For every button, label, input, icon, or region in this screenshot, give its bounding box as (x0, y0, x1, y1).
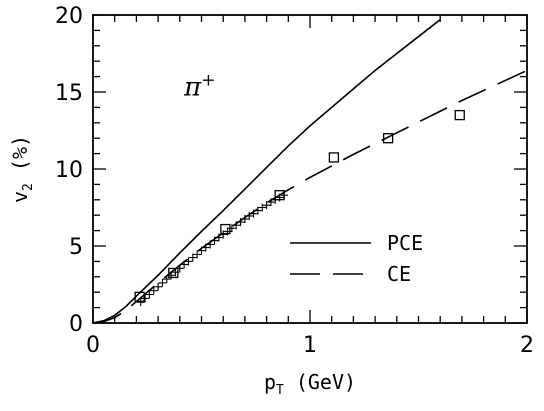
series-line-pce (93, 18, 441, 323)
y-tick-label: 20 (55, 4, 83, 29)
data-point-plus (227, 224, 236, 233)
y-axis-label: v2 (%) (8, 135, 36, 203)
x-tick-label: 1 (303, 333, 317, 358)
plot-frame (92, 14, 528, 324)
x-tick-label: 2 (520, 333, 534, 358)
data-point-plus (249, 209, 258, 218)
data-point-plus (184, 257, 193, 266)
data-point-plus (232, 221, 241, 230)
data-point-plus (210, 236, 219, 245)
data-point-square (168, 267, 179, 279)
data-point-plus (223, 227, 232, 236)
y-tick-label: 15 (55, 81, 83, 106)
data-point-plus (253, 206, 262, 215)
data-point-plus (266, 198, 275, 207)
y-tick-label: 10 (55, 158, 83, 183)
x-tick-label: 0 (86, 333, 100, 358)
legend: PCE CE (290, 231, 423, 286)
x-axis-label: pT (GeV) (264, 370, 356, 398)
series-group (93, 18, 527, 323)
legend-label-pce: PCE (387, 231, 423, 255)
data-point-plus (262, 201, 271, 210)
data-point-square (220, 223, 231, 235)
series-line-ce (93, 69, 527, 323)
data-point-square (328, 152, 340, 163)
data-point-plus (193, 250, 202, 259)
markers-group (134, 109, 465, 307)
data-point-plus (197, 246, 206, 255)
data-point-plus (271, 195, 280, 204)
labels-group: pT (GeV) v2 (%) π+ (8, 70, 356, 398)
data-point-square (134, 291, 145, 302)
data-point-plus (258, 203, 267, 212)
data-point-plus (201, 243, 210, 252)
data-point-plus (167, 271, 176, 280)
data-point-plus (154, 282, 163, 291)
data-point-plus (158, 278, 167, 287)
legend-label-ce: CE (387, 262, 411, 286)
data-point-plus (279, 191, 288, 200)
data-point-plus (145, 290, 154, 299)
data-point-plus (180, 260, 189, 269)
particle-annotation: π+ (183, 70, 215, 102)
data-point-plus (141, 294, 150, 303)
data-point-plus (214, 233, 223, 242)
data-point-square (382, 133, 394, 144)
data-point-plus (219, 230, 228, 239)
data-point-plus (162, 275, 171, 284)
y-tick-label: 5 (69, 235, 83, 260)
data-point-plus (275, 193, 284, 202)
data-point-plus (175, 264, 184, 273)
data-point-plus (149, 286, 158, 295)
data-point-plus (206, 240, 215, 249)
data-point-plus (171, 268, 180, 277)
data-point-plus (245, 211, 254, 220)
data-point-plus (240, 215, 249, 224)
y-tick-label: 0 (69, 312, 83, 337)
data-point-plus (136, 298, 145, 307)
data-point-plus (236, 218, 245, 227)
data-point-square (454, 109, 465, 121)
data-point-plus (188, 253, 197, 262)
